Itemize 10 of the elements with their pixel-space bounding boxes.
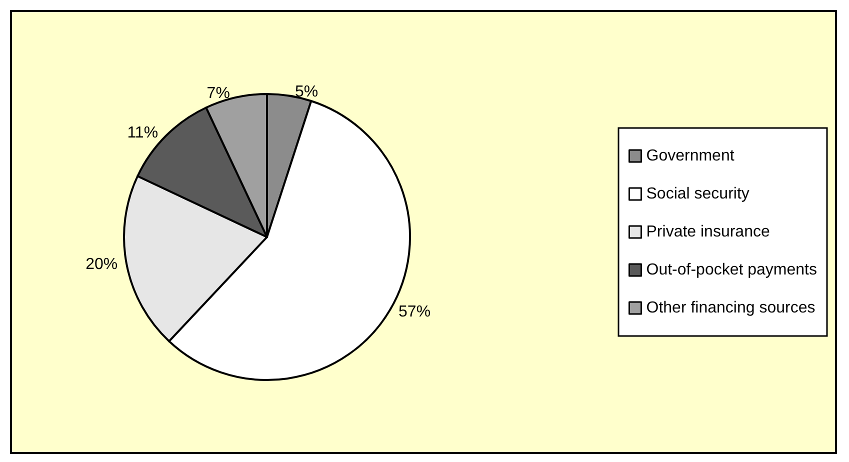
legend-label: Government (646, 148, 735, 164)
data-label: 5% (294, 83, 318, 100)
data-label: 20% (86, 256, 118, 274)
legend-label: Social security (646, 186, 750, 202)
data-label: 7% (206, 85, 230, 102)
legend-label: Out-of-pocket payments (646, 262, 818, 278)
data-label: 57% (398, 303, 431, 320)
legend-label: Other financing sources (646, 300, 816, 316)
data-label: 11% (127, 124, 158, 142)
legend-label: Private insurance (646, 224, 770, 240)
